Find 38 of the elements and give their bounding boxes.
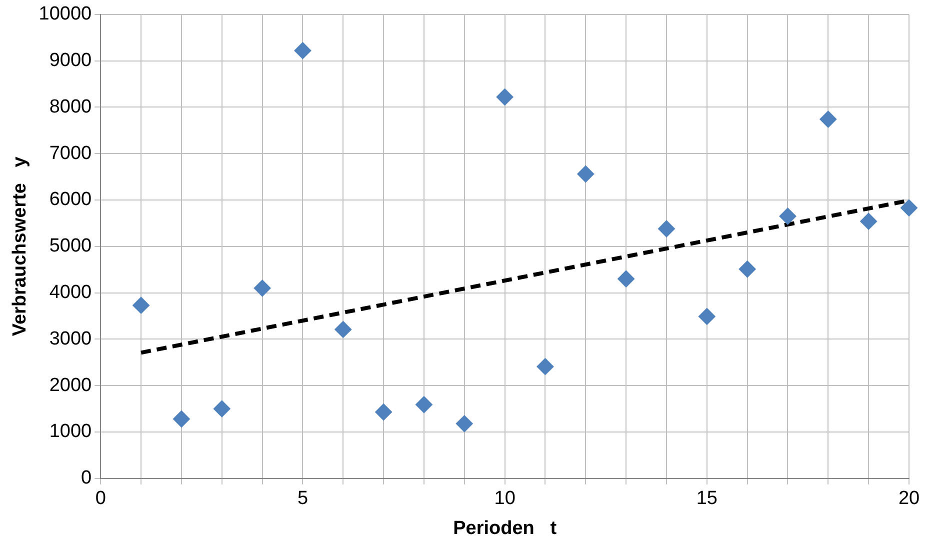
point	[577, 166, 594, 183]
x-tick-label: 20	[898, 488, 920, 510]
y-tick-label: 1000	[49, 421, 92, 442]
point	[375, 404, 392, 421]
x-tick-label: 10	[494, 488, 516, 510]
x-tick-label: 0	[95, 488, 106, 510]
point	[172, 410, 190, 428]
point	[456, 415, 473, 432]
point	[698, 308, 716, 325]
point	[334, 320, 352, 338]
point	[658, 220, 675, 238]
point	[618, 270, 635, 288]
point	[860, 212, 878, 230]
x-tick-label: 15	[696, 488, 718, 510]
y-tick-label: 0	[81, 468, 92, 489]
point	[738, 260, 756, 278]
y-tick-label: 4000	[49, 282, 92, 304]
x-tick-label: 5	[297, 488, 308, 510]
y-tick-label: 9000	[49, 50, 92, 72]
point	[779, 208, 796, 225]
point	[415, 396, 432, 414]
point	[496, 88, 514, 106]
point	[900, 199, 918, 216]
point	[820, 110, 837, 128]
point	[213, 400, 230, 418]
point	[254, 280, 271, 297]
y-tick-label: 7000	[49, 142, 92, 164]
y-tick-label: 3000	[49, 328, 92, 350]
y-tick-label: 10000	[38, 4, 92, 25]
point	[536, 358, 554, 376]
y-tick-label: 5000	[49, 236, 92, 257]
point	[132, 296, 150, 314]
x-axis-title: Perioden t	[453, 518, 558, 539]
y-tick-label: 2000	[49, 374, 92, 396]
y-axis-title: Verbrauchswerte y	[10, 156, 31, 336]
y-tick-label: 6000	[49, 189, 92, 210]
point	[294, 42, 312, 60]
y-tick-label: 8000	[49, 96, 92, 118]
